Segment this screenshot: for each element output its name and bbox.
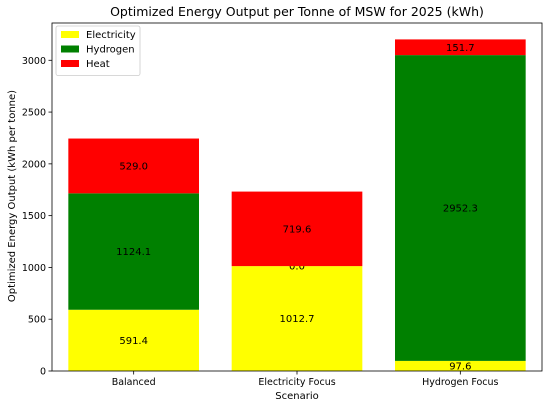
data-label-hydrogen-3: 2952.3	[443, 204, 478, 215]
bar-electricity-2	[231, 266, 363, 371]
legend-label-heat: Heat	[86, 59, 110, 70]
bar-heat-2	[231, 191, 363, 267]
bar-heat-1	[68, 138, 199, 194]
x-tick-label-1: Balanced	[112, 377, 156, 388]
y-tick-label-1500: 1500	[22, 211, 46, 222]
y-tick-label-0: 0	[40, 367, 46, 378]
legend-label-hydrogen: Hydrogen	[86, 45, 135, 56]
data-label-hydrogen-2: 0.0	[289, 262, 305, 273]
data-label-heat-3: 151.7	[446, 43, 475, 54]
bar-heat-3	[395, 39, 526, 56]
chart-title: Optimized Energy Output per Tonne of MSW…	[110, 4, 484, 19]
data-label-heat-2: 719.6	[283, 224, 312, 235]
data-label-electricity-1: 591.4	[119, 336, 148, 347]
bar-hydrogen-3	[395, 55, 526, 361]
data-label-hydrogen-1: 1124.1	[116, 247, 151, 258]
y-tick-label-500: 500	[28, 315, 46, 326]
x-tick-label-3: Hydrogen Focus	[422, 377, 498, 388]
data-label-electricity-3: 97.6	[449, 361, 471, 372]
legend-swatch-heat	[61, 60, 79, 67]
y-tick-label-2000: 2000	[22, 159, 46, 170]
y-axis-label: Optimized Energy Output (kWh per tonne)	[7, 90, 18, 302]
data-label-electricity-2: 1012.7	[280, 314, 315, 325]
bar-hydrogen-1	[68, 193, 199, 310]
legend: Electricity Hydrogen Heat	[55, 25, 141, 76]
bar-electricity-1	[68, 309, 199, 371]
bar-electricity-3	[395, 360, 526, 371]
x-axis-label: Scenario	[275, 391, 318, 402]
legend-swatch-electricity	[61, 31, 79, 38]
data-label-heat-1: 529.0	[119, 161, 148, 172]
y-tick-label-3000: 3000	[22, 56, 46, 67]
y-tick-label-2500: 2500	[22, 108, 46, 119]
plot-area: 591.4 1124.1 529.0 1012.7 0.0 719.6 97.6 2952.3…	[22, 22, 543, 388]
y-tick-label-1000: 1000	[22, 263, 46, 274]
x-tick-label-2: Electricity Focus	[258, 377, 335, 388]
legend-swatch-hydrogen	[61, 45, 79, 53]
legend-label-electricity: Electricity	[86, 30, 136, 41]
